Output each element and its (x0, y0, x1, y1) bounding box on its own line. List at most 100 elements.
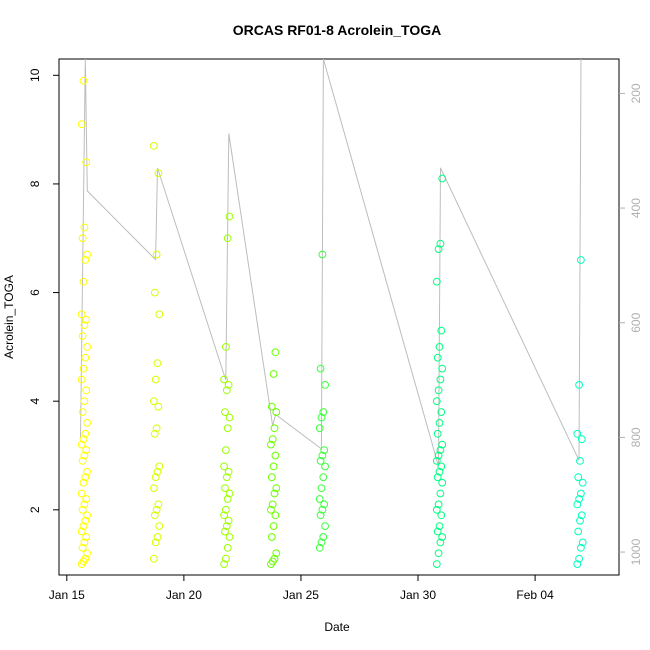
data-point (83, 549, 91, 558)
data-point (222, 505, 230, 514)
data-point (77, 489, 86, 498)
data-point (434, 451, 443, 460)
data-point (272, 484, 281, 493)
data-point (435, 522, 444, 530)
data-point (221, 527, 229, 536)
data-point (77, 120, 86, 129)
data-point (81, 256, 90, 264)
data-point (432, 560, 441, 568)
data-point (578, 478, 587, 487)
data-point (81, 353, 90, 362)
data-point (153, 533, 162, 541)
data-point (575, 495, 583, 503)
data-point (222, 446, 230, 455)
data-point (320, 500, 329, 509)
data-point (315, 495, 324, 503)
data-point (153, 359, 162, 368)
data-point (435, 467, 444, 476)
data-point (155, 310, 164, 319)
data-point (79, 364, 88, 373)
data-point (82, 533, 91, 541)
data-point (436, 489, 445, 498)
data-point (82, 446, 91, 455)
data-point (80, 321, 89, 330)
data-point (433, 353, 442, 362)
data-point (267, 505, 275, 514)
data-point (315, 424, 324, 433)
data-point (438, 533, 447, 541)
data-point (225, 489, 234, 498)
data-point (576, 457, 584, 465)
data-point (78, 505, 87, 514)
data-point (434, 245, 443, 254)
data-point (79, 478, 88, 487)
data-point (270, 424, 279, 433)
data-point (224, 467, 233, 476)
data-point (79, 522, 88, 530)
data-point (577, 511, 586, 520)
pressure-line (80, 58, 582, 467)
data-point (438, 478, 447, 487)
data-point (434, 386, 443, 395)
data-point (82, 495, 91, 503)
data-point (223, 495, 232, 503)
x-tick-label: Jan 25 (283, 588, 319, 602)
data-point (150, 288, 159, 297)
data-point (317, 484, 326, 493)
data-point (320, 446, 329, 455)
data-point (437, 408, 446, 417)
data-point (153, 467, 162, 476)
data-point (267, 402, 276, 411)
y-tick-label: 8 (28, 180, 42, 187)
data-point (573, 500, 582, 509)
data-point (80, 538, 89, 547)
data-points (77, 76, 587, 568)
data-point (318, 250, 327, 259)
data-point (220, 462, 229, 471)
data-point (573, 429, 582, 438)
data-point (83, 419, 91, 427)
data-point (77, 310, 86, 319)
data-point (436, 375, 445, 384)
data-point (151, 473, 160, 482)
plot-frame (58, 58, 620, 576)
data-point (270, 554, 279, 563)
data-point (318, 505, 327, 514)
data-point (272, 408, 281, 417)
data-point (268, 500, 277, 509)
x-tick-label: Jan 20 (166, 588, 202, 602)
data-point (437, 462, 446, 471)
data-point (577, 489, 585, 498)
data-point (269, 462, 278, 471)
data-point (150, 511, 159, 520)
data-point (79, 277, 88, 286)
y-tick-label: 10 (28, 68, 42, 82)
data-point (317, 538, 326, 547)
data-point (225, 413, 234, 422)
data-point (222, 554, 230, 563)
data-point (81, 429, 90, 438)
data-point (79, 435, 88, 444)
data-point (220, 560, 229, 568)
data-point (152, 250, 161, 259)
data-point (150, 484, 158, 493)
data-point (79, 76, 88, 85)
data-point (81, 516, 90, 525)
data-point (225, 533, 234, 541)
data-point (151, 538, 160, 547)
x-axis-label: Date (324, 620, 350, 634)
data-point (577, 435, 586, 444)
data-point (270, 489, 279, 498)
data-point (435, 343, 444, 351)
x-tick-label: Feb 04 (516, 588, 554, 602)
data-point (152, 424, 161, 433)
data-point (224, 381, 233, 389)
data-point (436, 446, 445, 455)
data-point (150, 429, 159, 438)
data-point (222, 522, 231, 530)
data-point (432, 505, 441, 514)
data-point (220, 511, 229, 520)
data-point (150, 397, 158, 406)
data-point (438, 440, 447, 449)
